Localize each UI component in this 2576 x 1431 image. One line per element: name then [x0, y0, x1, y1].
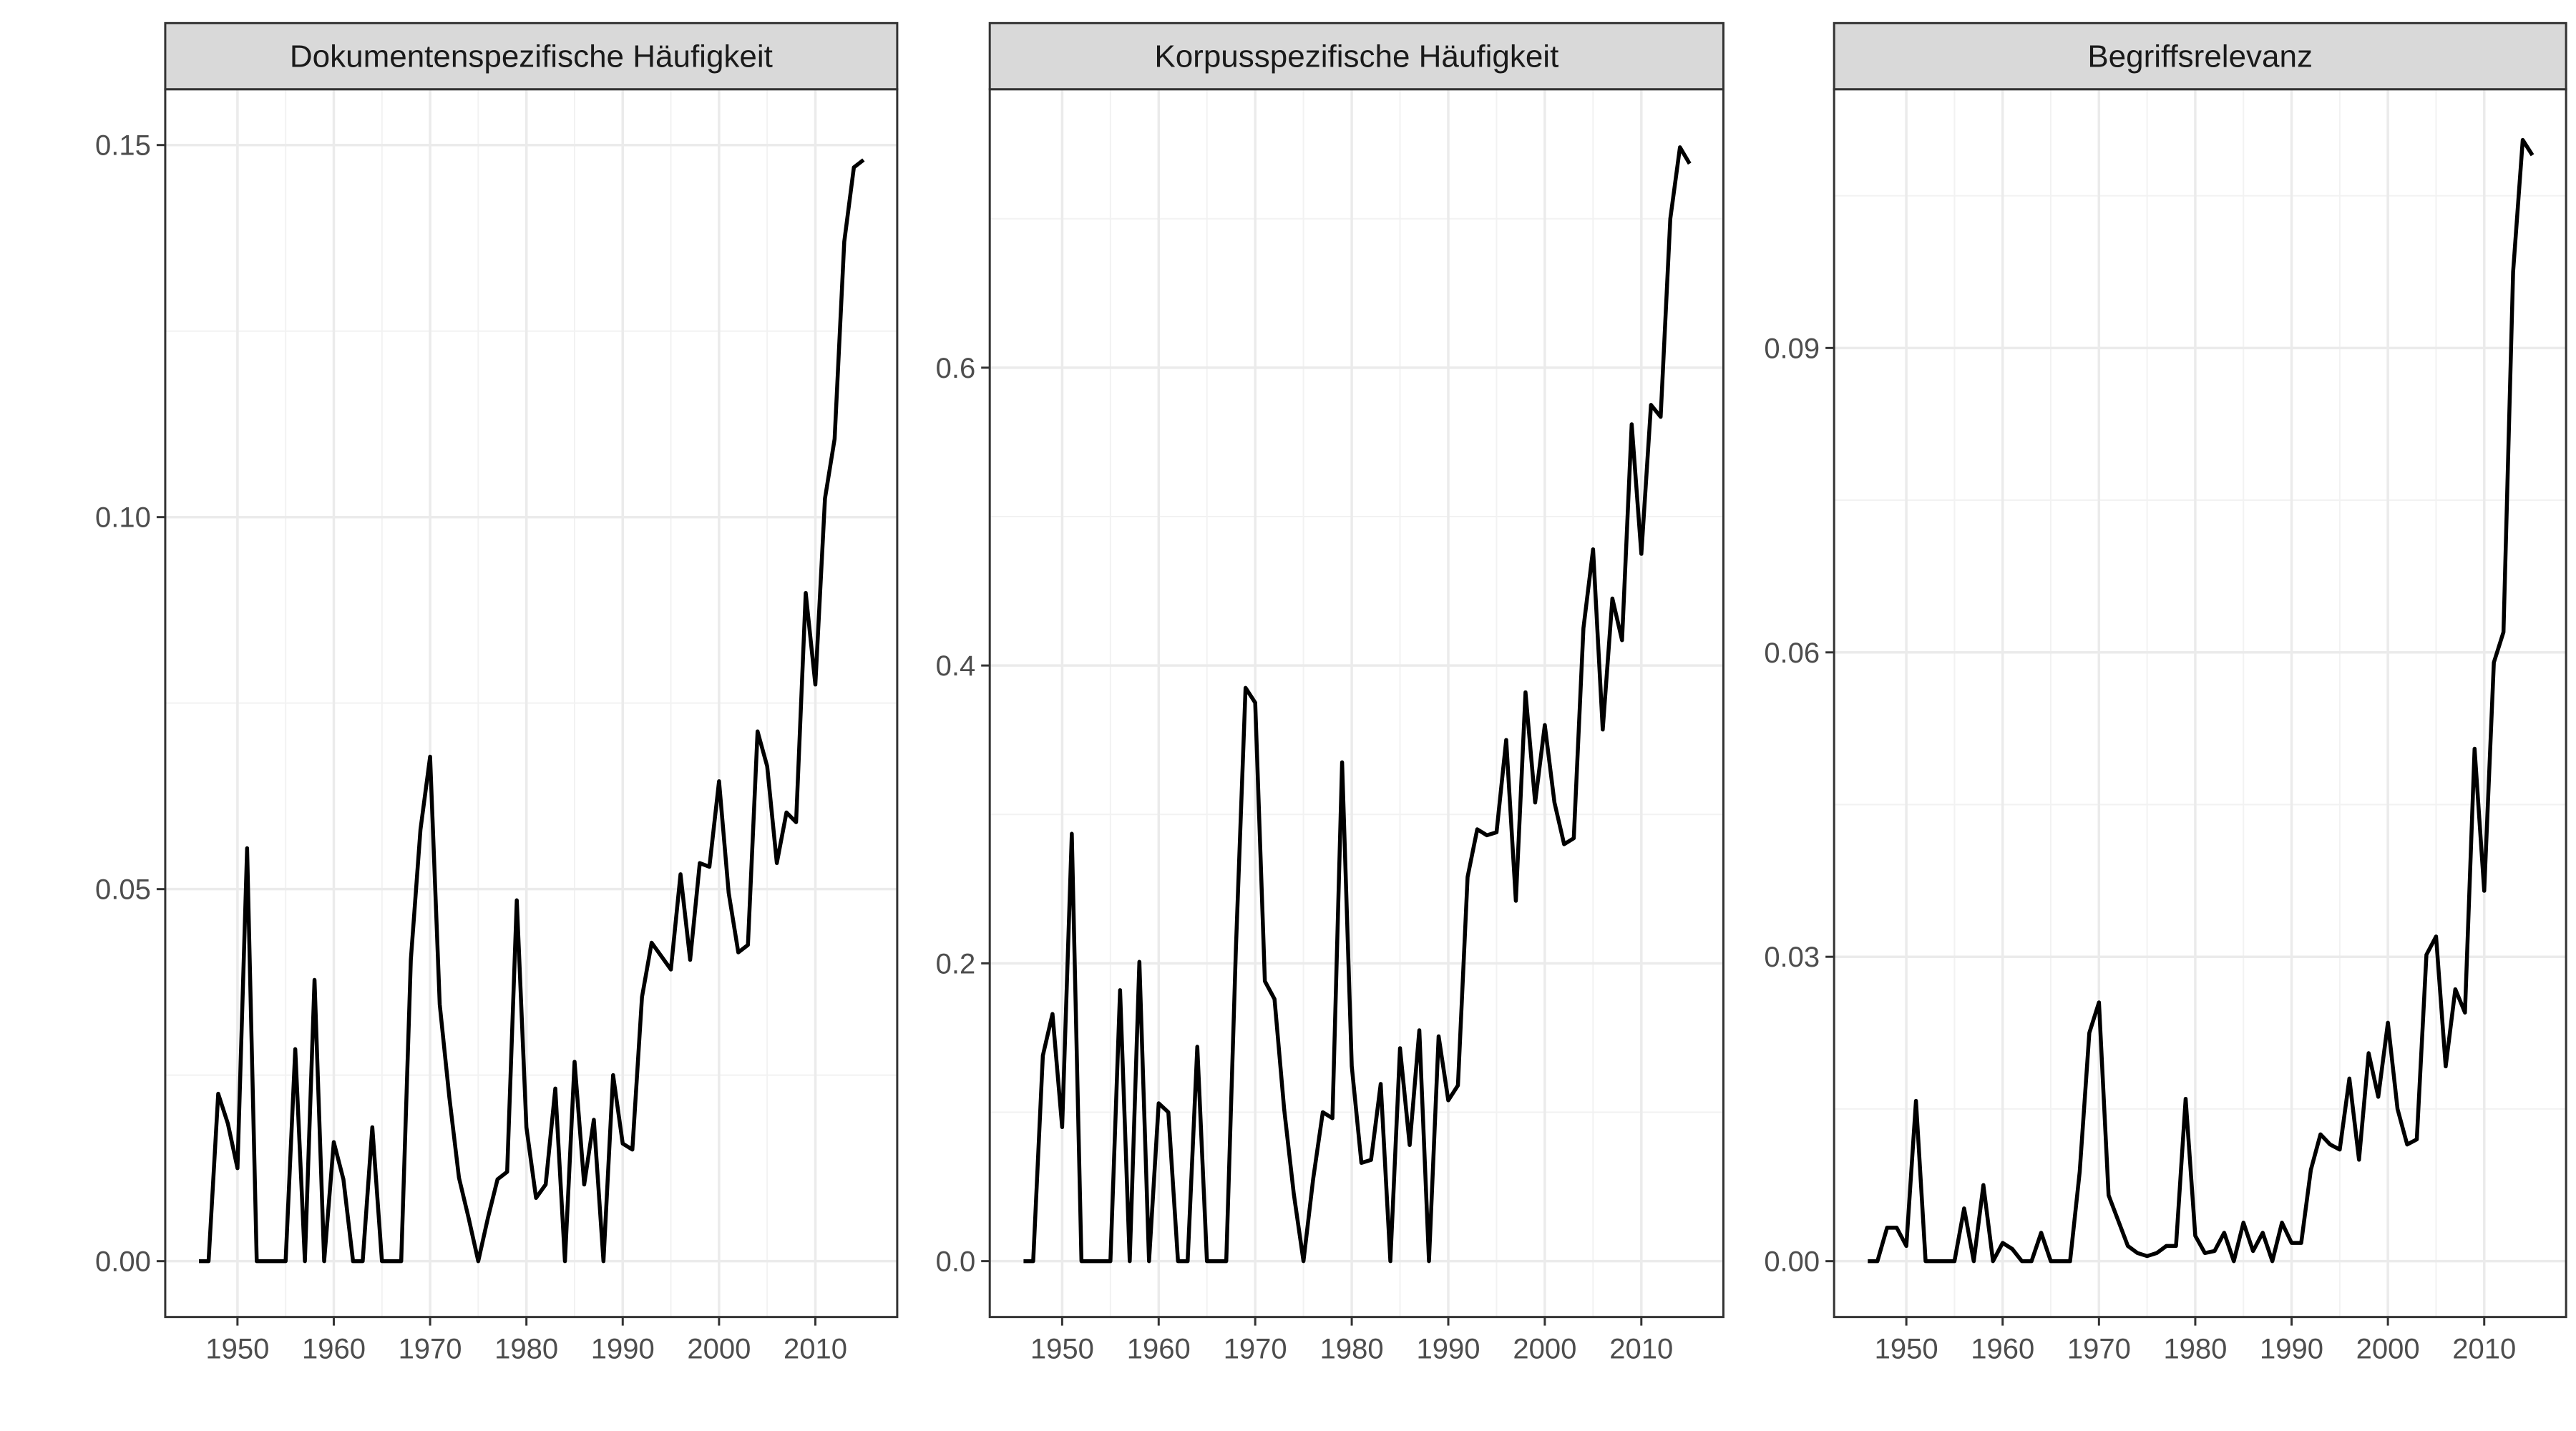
series-line: [1868, 137, 2534, 1264]
x-tick-label: 1970: [1224, 1334, 1287, 1365]
facet-strip: [988, 21, 1724, 91]
x-tick-label: 1980: [2163, 1334, 2227, 1365]
x-tick-label: 2010: [2452, 1334, 2516, 1365]
series-line: [1023, 145, 1692, 1264]
x-tick-label: 2000: [687, 1334, 751, 1365]
y-tick-label: 0.00: [95, 1246, 151, 1278]
x-tick-label: 2010: [784, 1334, 847, 1365]
x-tick-label: 1980: [494, 1334, 558, 1365]
x-tick-label: 1950: [1875, 1334, 1938, 1365]
x-tick-label: 2000: [2356, 1334, 2420, 1365]
panel-3: Begriffsrelevanz 1950 1960 1970 1980 1990 2000…: [1764, 21, 2567, 1365]
y-tick-label: 0.05: [95, 874, 151, 906]
facet-strip: [164, 21, 899, 91]
y-tick-label: 0.15: [95, 130, 151, 162]
facet-strip: [1833, 21, 2567, 91]
y-tick-label: 0.4: [936, 650, 976, 682]
y-tick-label: 0.10: [95, 502, 151, 534]
panel-1: Dokumentenspezifische Häufigkeit 1950 1960…: [95, 21, 899, 1365]
x-tick-label: 1950: [205, 1334, 269, 1365]
x-tick-label: 1990: [1416, 1334, 1480, 1365]
x-tick-label: 1960: [1127, 1334, 1191, 1365]
x-tick-label: 1960: [302, 1334, 366, 1365]
facet-title: Begriffsrelevanz: [2087, 39, 2313, 74]
plot-area: [1834, 89, 2567, 1317]
x-tick-label: 1960: [1971, 1334, 2034, 1365]
x-tick-label: 2010: [1609, 1334, 1673, 1365]
series-line: [199, 158, 865, 1264]
facet-title: Korpusspezifische Häufigkeit: [1154, 39, 1558, 74]
x-tick-label: 2000: [1513, 1334, 1576, 1365]
y-tick-label: 0.03: [1764, 942, 1820, 973]
x-tick-label: 1970: [399, 1334, 462, 1365]
x-tick-label: 1950: [1030, 1334, 1094, 1365]
y-tick-label: 0.6: [936, 353, 976, 384]
x-tick-label: 1980: [1320, 1334, 1384, 1365]
y-tick-label: 0.00: [1764, 1246, 1820, 1278]
y-tick-label: 0.2: [936, 948, 976, 980]
y-tick-label: 0.0: [936, 1246, 976, 1278]
y-tick-label: 0.06: [1764, 638, 1820, 669]
x-tick-label: 1990: [2260, 1334, 2323, 1365]
panel-2: Korpusspezifische Häufigkeit 1950 1960 1970…: [936, 21, 1724, 1365]
x-tick-label: 1990: [591, 1334, 655, 1365]
facet-title: Dokumentenspezifische Häufigkeit: [290, 39, 773, 74]
x-tick-label: 1970: [2067, 1334, 2131, 1365]
y-tick-label: 0.09: [1764, 333, 1820, 364]
